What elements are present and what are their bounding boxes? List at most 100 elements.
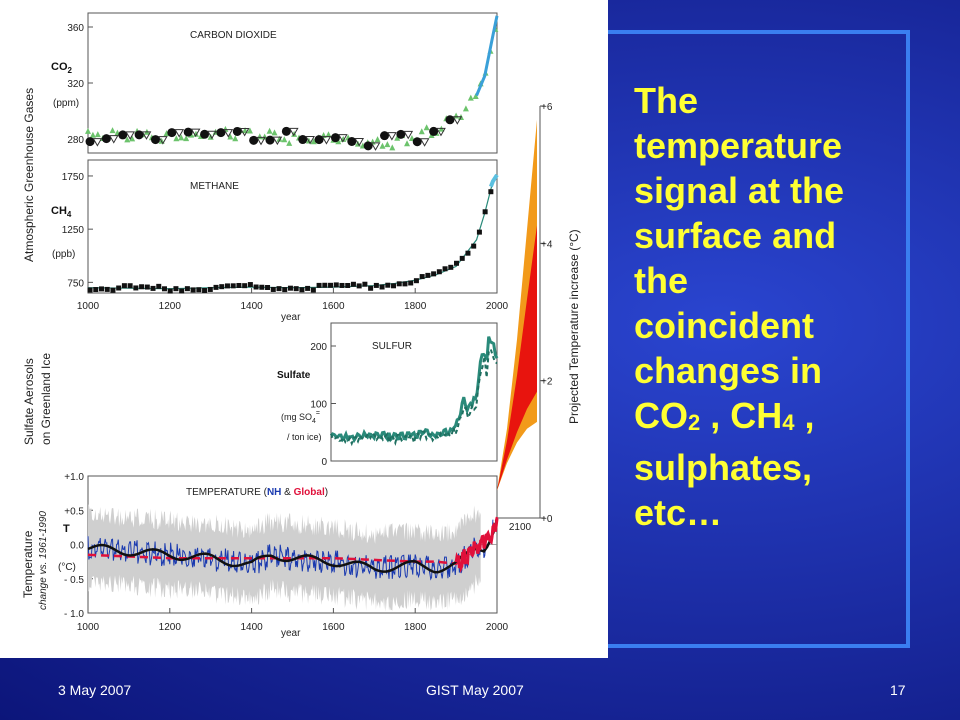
co2-icecore-point (200, 129, 210, 139)
ch4-data-point (362, 281, 368, 287)
ch4-data-point (104, 286, 110, 292)
footer-title: GIST May 2007 (426, 682, 524, 698)
temp-unit: (°C) (58, 562, 76, 573)
ch4-data-point (179, 288, 185, 294)
sulfur-tick-label: 200 (310, 342, 327, 353)
ch4-data-point (270, 286, 276, 292)
ch4-data-point (139, 284, 145, 290)
projected-ylabel: Projected Temperature increase (°C) (567, 229, 581, 424)
co2-data-point (374, 136, 381, 143)
co2-icecore-point (363, 141, 373, 151)
slide-number: 17 (890, 682, 906, 698)
ch4-instrument-line (488, 173, 499, 188)
sulfate-unit-1: (mg SO4= (281, 410, 320, 425)
co2-icecore-point (380, 131, 390, 141)
co2-data-point (178, 134, 185, 141)
ch4-data-point (310, 287, 316, 293)
temp-xtick-label: 1000 (77, 622, 100, 633)
ch4-data-point (121, 283, 127, 289)
co2-firn-point (337, 134, 348, 143)
temp-xtick-label: 2000 (486, 622, 509, 633)
ch4-data-point (276, 286, 282, 292)
ch4-xtick-label: 1200 (159, 301, 182, 312)
co2-unit: (ppm) (53, 98, 79, 109)
ch4-data-point (224, 283, 230, 289)
co2-data-point (271, 129, 278, 136)
co2-data-point (462, 105, 469, 112)
ch4-data-point (156, 283, 162, 289)
co2-firn-point (272, 136, 283, 146)
co2-data-point (85, 127, 91, 134)
ch4-data-point (339, 282, 345, 288)
co2-data-point (276, 135, 283, 142)
co2-data-point (129, 135, 136, 142)
ch4-data-point (333, 282, 339, 288)
ch4-data-point (471, 243, 477, 249)
co2-data-point (281, 136, 288, 143)
co2-icecore-point (265, 135, 275, 145)
ch4-data-point (282, 287, 288, 293)
co2-icecore-point (101, 134, 111, 144)
ch4-panel-frame (87, 159, 498, 294)
ch4-xtick-label: 1800 (404, 301, 427, 312)
sulfate-unit-2: / ton ice) (287, 432, 322, 442)
temp-ylabel-2: change vs. 1961-1990 (38, 511, 49, 610)
ch4-data-point (328, 282, 334, 288)
ch4-xtick-label: 1400 (240, 301, 263, 312)
slide-text-line: The (634, 80, 699, 121)
slide-text-line: coincident (634, 305, 815, 346)
slide-text-line: etc… (634, 492, 723, 533)
ch4-data-point (98, 286, 104, 292)
ch4-data-point (150, 285, 156, 291)
year-label-ch4: year (281, 312, 301, 323)
ch4-data-point (436, 269, 442, 275)
co2-tick-label: 360 (67, 23, 84, 34)
co2-firn-point (321, 136, 332, 145)
slide-text-line: signal at the (634, 170, 845, 211)
ch4-xtick-label: 1000 (77, 301, 100, 312)
co2-data-point (310, 138, 317, 145)
ch4-data-point (167, 288, 173, 294)
co2-title: CARBON DIOXIDE (190, 30, 277, 41)
sulfate-line-dashed (330, 347, 498, 447)
co2-firn-point (419, 138, 430, 147)
ch4-data-point (161, 286, 167, 292)
ch4-data-point (431, 271, 437, 277)
co2-data-point (192, 130, 199, 137)
ch4-title: METHANE (190, 181, 239, 192)
ch4-data-point (391, 283, 397, 289)
climate-figure: Atmospheric Greenhouse Gases Sulfate Aer… (0, 0, 608, 658)
co2-data-point (109, 127, 116, 134)
ch4-data-point (116, 285, 122, 291)
ch4-data-point (202, 287, 208, 293)
co2-data-point (266, 127, 273, 134)
temp-ylabel-1: Temperature (21, 530, 35, 598)
co2-data-point (472, 93, 479, 100)
ch4-data-point (207, 286, 213, 292)
slide-text-line-formulas: CO2 , CH4 , (634, 395, 815, 436)
ch4-data-point (184, 286, 190, 292)
slide-text-line: temperature (634, 125, 843, 166)
co2-data-point (335, 138, 342, 145)
temp-series-label: T (63, 523, 70, 535)
co2-tick-label: 320 (67, 79, 84, 90)
ch4-tick-label: 750 (67, 278, 84, 289)
co2-data-point (227, 133, 234, 140)
co2-icecore-point (429, 126, 439, 136)
co2-instrument-line (475, 15, 499, 97)
ch4-data-point (482, 209, 488, 215)
temp-tick-label: +1.0 (64, 472, 84, 483)
ch4-data-point (350, 281, 356, 287)
ch4-xtick-label: 1600 (322, 301, 345, 312)
ch4-data-point (459, 255, 465, 261)
ch4-data-point (293, 286, 299, 292)
co2-icecore-point (445, 115, 455, 125)
slide-text-line: surface and (634, 215, 837, 256)
ch4-data-point (465, 250, 471, 256)
co2-icecore-point (134, 130, 144, 140)
co2-icecore-point (167, 128, 177, 138)
sulfate-ylabel-1: Sulfate Aerosols (22, 358, 36, 445)
co2-icecore-point (330, 133, 340, 143)
ch4-data-point (396, 281, 402, 287)
ch4-data-point (110, 287, 116, 293)
